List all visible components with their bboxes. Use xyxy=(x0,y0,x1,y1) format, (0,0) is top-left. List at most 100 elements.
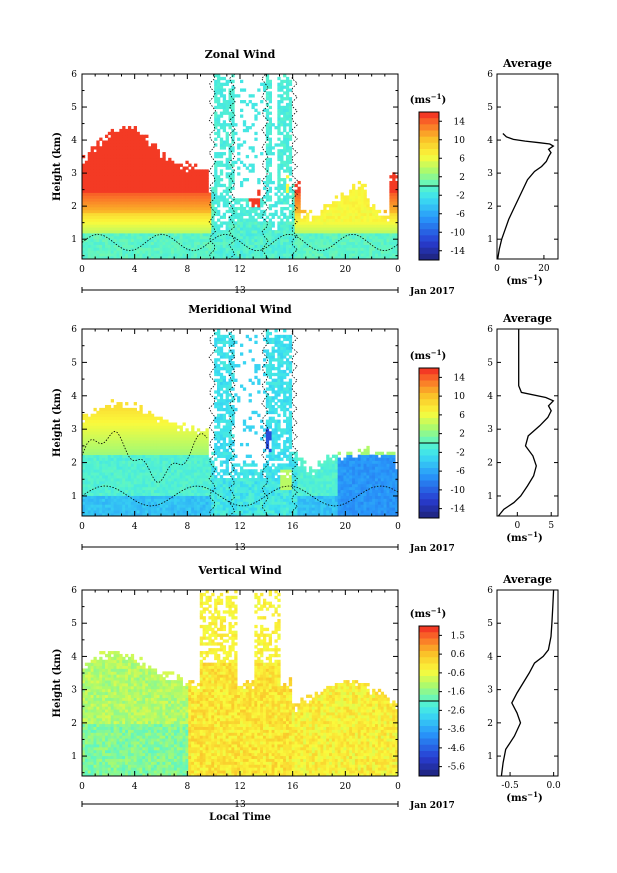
heatmap-cell xyxy=(110,469,114,473)
heatmap-cell xyxy=(82,483,86,488)
heatmap-cell xyxy=(357,256,362,260)
heatmap-cell xyxy=(225,247,229,251)
heatmap-cell xyxy=(188,489,192,494)
heatmap-cell xyxy=(165,463,169,467)
heatmap-cell xyxy=(93,206,97,211)
heatmap-cell xyxy=(125,163,129,167)
heatmap-cell xyxy=(145,227,149,231)
heatmap-cell xyxy=(153,463,158,467)
heatmap-cell xyxy=(176,235,181,240)
heatmap-cell xyxy=(219,230,224,234)
heatmap-cell xyxy=(354,195,359,199)
heatmap-cell xyxy=(188,253,192,257)
heatmap-cell xyxy=(168,466,172,470)
heatmap-cell xyxy=(159,501,163,505)
heatmap-cell xyxy=(96,425,100,429)
heatmap-cell xyxy=(265,74,270,78)
heatmap-cell xyxy=(90,201,94,205)
heatmap-cell xyxy=(202,186,206,191)
heatmap-cell xyxy=(162,466,166,470)
heatmap-cell xyxy=(191,507,195,511)
heatmap-cell xyxy=(202,256,206,260)
heatmap-cell xyxy=(234,256,238,260)
heatmap-cell xyxy=(156,209,160,214)
heatmap-cell xyxy=(168,230,172,234)
heatmap-cell xyxy=(211,186,215,191)
heatmap-cell xyxy=(110,212,114,217)
heatmap-cell xyxy=(185,483,189,488)
heatmap-cell xyxy=(102,232,106,237)
heatmap-cell xyxy=(139,163,143,167)
heatmap-cell xyxy=(84,169,89,173)
heatmap-cell xyxy=(366,235,370,240)
heatmap-cell xyxy=(277,123,281,127)
heatmap-cell xyxy=(185,206,189,211)
heatmap-cell xyxy=(119,469,123,473)
heatmap-cell xyxy=(139,451,143,456)
heatmap-cell xyxy=(148,215,152,219)
heatmap-cell xyxy=(133,198,137,202)
heatmap-cell xyxy=(242,221,247,225)
heatmap-cell xyxy=(110,498,114,502)
heatmap-cell xyxy=(214,160,218,165)
heatmap-cell xyxy=(130,413,135,418)
heatmap-cell xyxy=(84,495,89,499)
heatmap-cell xyxy=(357,224,362,228)
heatmap-cell xyxy=(150,143,155,147)
heatmap-cell xyxy=(82,218,86,222)
heatmap-cell xyxy=(133,410,137,415)
heatmap-cell xyxy=(205,250,209,254)
heatmap-cell xyxy=(142,149,146,153)
heatmap-cell xyxy=(306,250,310,254)
heatmap-cell xyxy=(110,489,114,494)
heatmap-cells xyxy=(82,329,399,517)
heatmap-cell xyxy=(148,434,152,438)
heatmap-cell xyxy=(280,250,284,254)
heatmap-cell xyxy=(283,224,287,228)
heatmap-cell xyxy=(87,235,92,240)
heatmap-cell xyxy=(133,218,137,222)
heatmap-cell xyxy=(176,460,181,464)
heatmap-cell xyxy=(205,221,209,225)
heatmap-cell xyxy=(251,218,255,222)
heatmap-cell xyxy=(168,178,172,182)
heatmap-cell xyxy=(102,492,106,496)
heatmap-cell xyxy=(165,180,169,185)
heatmap-cell xyxy=(156,204,160,208)
heatmap-cell xyxy=(113,221,117,225)
heatmap-cell xyxy=(366,241,370,245)
heatmap-cell xyxy=(271,244,275,248)
heatmap-cell xyxy=(171,478,175,482)
heatmap-cell xyxy=(377,256,382,260)
heatmap-cell xyxy=(182,230,186,234)
heatmap-cell xyxy=(179,172,183,176)
heatmap-cell xyxy=(153,206,158,211)
heatmap-cell xyxy=(148,204,152,208)
heatmap-cell xyxy=(116,510,120,514)
heatmap-cell xyxy=(136,235,140,240)
heatmap-cell xyxy=(265,215,270,219)
heatmap-cell xyxy=(130,215,135,219)
heatmap-cell xyxy=(127,195,132,199)
heatmap-cell xyxy=(165,442,169,447)
heatmap-cell xyxy=(377,253,382,257)
heatmap-cell xyxy=(214,166,218,170)
heatmap-cell xyxy=(119,206,123,211)
heatmap-cell xyxy=(228,215,232,219)
heatmap-cell xyxy=(130,256,135,260)
heatmap-cell xyxy=(130,146,135,150)
heatmap-cell xyxy=(337,212,341,217)
heatmap-cell xyxy=(277,241,281,245)
heatmap-cell xyxy=(96,495,100,499)
heatmap-cell xyxy=(162,513,166,517)
heatmap-cell xyxy=(82,498,86,502)
heatmap-cell xyxy=(90,448,94,453)
heatmap-cell xyxy=(110,250,114,254)
heatmap-cell xyxy=(119,230,123,234)
heatmap-cell xyxy=(277,152,281,156)
heatmap-cell xyxy=(150,448,155,453)
heatmap-cell xyxy=(171,510,175,514)
heatmap-cell xyxy=(90,460,94,464)
heatmap-cell xyxy=(84,180,89,185)
